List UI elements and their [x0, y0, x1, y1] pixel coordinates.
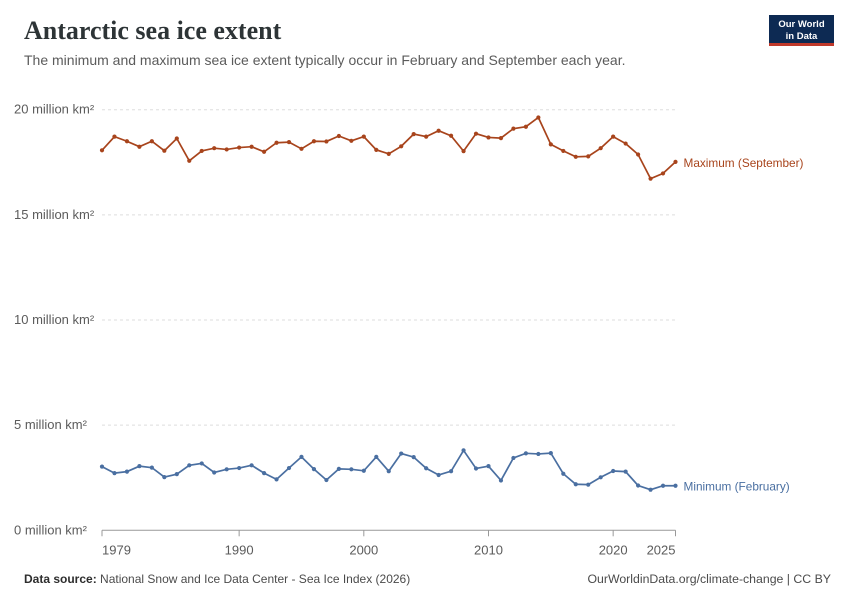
svg-text:5 million km²: 5 million km² — [14, 417, 88, 432]
svg-text:1990: 1990 — [225, 542, 254, 557]
svg-text:2010: 2010 — [474, 542, 503, 557]
svg-text:2020: 2020 — [599, 542, 628, 557]
svg-text:2025: 2025 — [647, 542, 676, 557]
svg-text:20 million km²: 20 million km² — [14, 102, 95, 117]
svg-text:Minimum (February): Minimum (February) — [684, 480, 790, 494]
svg-text:10 million km²: 10 million km² — [14, 312, 95, 327]
svg-text:2000: 2000 — [349, 542, 378, 557]
svg-text:Maximum (September): Maximum (September) — [684, 156, 804, 170]
svg-text:1979: 1979 — [102, 542, 131, 557]
svg-text:15 million km²: 15 million km² — [14, 207, 95, 222]
svg-text:0 million km²: 0 million km² — [14, 522, 88, 537]
